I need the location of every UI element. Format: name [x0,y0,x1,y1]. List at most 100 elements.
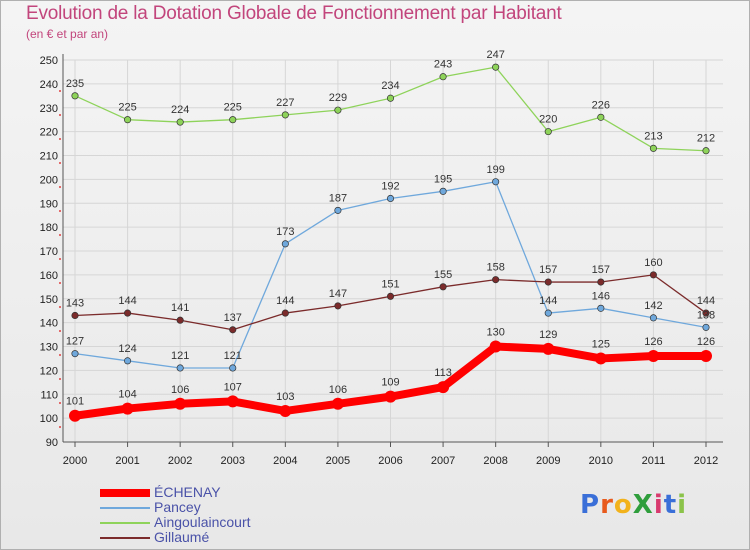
data-label-aingoulaincourt-2010: 226 [592,99,610,111]
chart-subtitle: (en € et par an) [26,27,109,41]
legend-swatch-gillaume [100,537,150,539]
data-label-echenay-2006: 109 [381,377,399,389]
y-tick-label-180: 180 [40,222,58,234]
y-tick-label-160: 160 [40,270,58,282]
data-point-echenay-2009 [542,342,555,355]
data-label-gillaume-2009: 157 [539,264,557,276]
data-point-gillaume-2001 [124,309,132,317]
data-point-pancey-2011 [649,314,657,322]
data-point-gillaume-2008 [492,276,500,284]
data-point-gillaume-2007 [439,283,447,291]
data-point-echenay-2002 [174,397,187,410]
data-point-gillaume-2003 [229,326,237,334]
data-point-aingoulaincourt-2009 [544,128,552,136]
x-tick-label-2006: 2006 [378,455,402,467]
data-point-aingoulaincourt-2011 [649,144,657,152]
data-point-gillaume-2004 [281,309,289,317]
data-label-aingoulaincourt-2000: 235 [66,78,84,90]
y-tick-label-200: 200 [40,174,58,186]
y-tick-label-130: 130 [40,342,58,354]
x-tick-label-2000: 2000 [63,455,87,467]
data-label-aingoulaincourt-2003: 225 [224,102,242,114]
y-tick-label-100: 100 [40,413,58,425]
x-tick-label-2004: 2004 [273,455,297,467]
data-point-gillaume-2009 [544,278,552,286]
x-tick-label-2002: 2002 [168,455,192,467]
data-label-echenay-2004: 103 [276,391,294,403]
data-label-aingoulaincourt-2011: 213 [644,130,662,142]
data-point-pancey-2009 [544,309,552,317]
y-tick-label-210: 210 [40,151,58,163]
legend-label-pancey: Pancey [154,499,201,515]
data-point-aingoulaincourt-2012 [702,147,710,155]
data-label-pancey-2005: 187 [329,192,347,204]
legend-swatch-pancey [100,507,150,509]
y-tick-label-150: 150 [40,294,58,306]
data-point-gillaume-2012 [702,309,710,317]
data-label-echenay-2010: 125 [592,338,610,350]
data-point-echenay-2003 [226,395,239,408]
data-label-gillaume-2006: 151 [381,278,399,290]
line-chart: 90 100 110 120 130 140 150 160 170 180 190 200 210 22… [40,49,723,467]
data-point-pancey-2012 [702,323,710,331]
data-point-echenay-2012 [700,350,712,363]
logo-letter: r [600,490,614,520]
data-point-gillaume-2002 [176,316,184,324]
data-point-echenay-2008 [489,340,502,353]
axes [59,54,723,447]
logo-letter: o [613,490,633,520]
data-label-aingoulaincourt-2002: 224 [171,104,189,116]
x-tick-label-2011: 2011 [642,455,666,467]
data-point-echenay-2010 [594,352,607,365]
data-point-echenay-2000 [69,409,81,422]
data-label-pancey-2007: 195 [434,173,452,185]
data-point-echenay-2004 [279,404,292,417]
x-tick-label-2012: 2012 [694,455,718,467]
logo-letter: i [653,490,664,520]
logo-letter: P [580,490,601,520]
data-label-aingoulaincourt-2007: 243 [434,59,452,71]
data-label-pancey-2010: 146 [592,290,610,302]
data-label-pancey-2000: 127 [66,336,84,348]
data-label-gillaume-2003: 137 [224,312,242,324]
data-point-pancey-2005 [334,206,342,214]
data-label-pancey-2004: 173 [276,226,294,238]
data-point-gillaume-2011 [649,271,657,279]
legend-label-aingoulaincourt: Aingoulaincourt [154,514,251,530]
data-label-gillaume-2005: 147 [329,288,347,300]
data-point-pancey-2006 [386,194,395,203]
y-tick-label-110: 110 [40,389,58,401]
data-label-pancey-2001: 124 [118,343,136,355]
x-tick-label-2005: 2005 [326,455,350,467]
data-point-pancey-2007 [439,187,447,195]
x-tick-label-2001: 2001 [115,455,139,467]
data-label-echenay-2003: 107 [224,381,242,393]
y-tick-label-190: 190 [40,198,58,210]
y-tick-label-230: 230 [40,103,58,115]
data-label-gillaume-2004: 144 [276,295,294,307]
logo-letter: i [677,490,688,520]
y-tick-label-140: 140 [40,318,58,330]
legend-label-echenay: ÉCHENAY [154,484,221,500]
data-label-aingoulaincourt-2008: 247 [486,49,504,61]
y-axis-ticks: 90 100 110 120 130 140 150 160 170 180 190 200 210 22… [40,55,58,449]
data-point-echenay-2001 [121,402,134,415]
data-label-echenay-2009: 129 [539,329,557,341]
data-label-echenay-2001: 104 [118,389,136,401]
x-tick-label-2009: 2009 [536,455,560,467]
data-label-echenay-2011: 126 [644,336,662,348]
y-tick-label-90: 90 [46,437,58,449]
data-label-gillaume-2008: 158 [486,262,504,274]
y-tick-label-120: 120 [40,365,58,377]
data-label-gillaume-2001: 144 [118,295,136,307]
data-label-aingoulaincourt-2006: 234 [381,80,399,92]
data-point-echenay-2005 [331,397,344,410]
data-label-pancey-2006: 192 [381,180,399,192]
data-point-pancey-2002 [176,364,184,372]
data-point-gillaume-2010 [597,278,605,286]
data-label-pancey-2008: 199 [486,164,504,176]
data-label-aingoulaincourt-2012: 212 [697,133,715,145]
legend-label-gillaume: Gillaumé [154,529,210,545]
data-point-pancey-2003 [229,364,237,372]
data-point-aingoulaincourt-2003 [229,116,237,124]
